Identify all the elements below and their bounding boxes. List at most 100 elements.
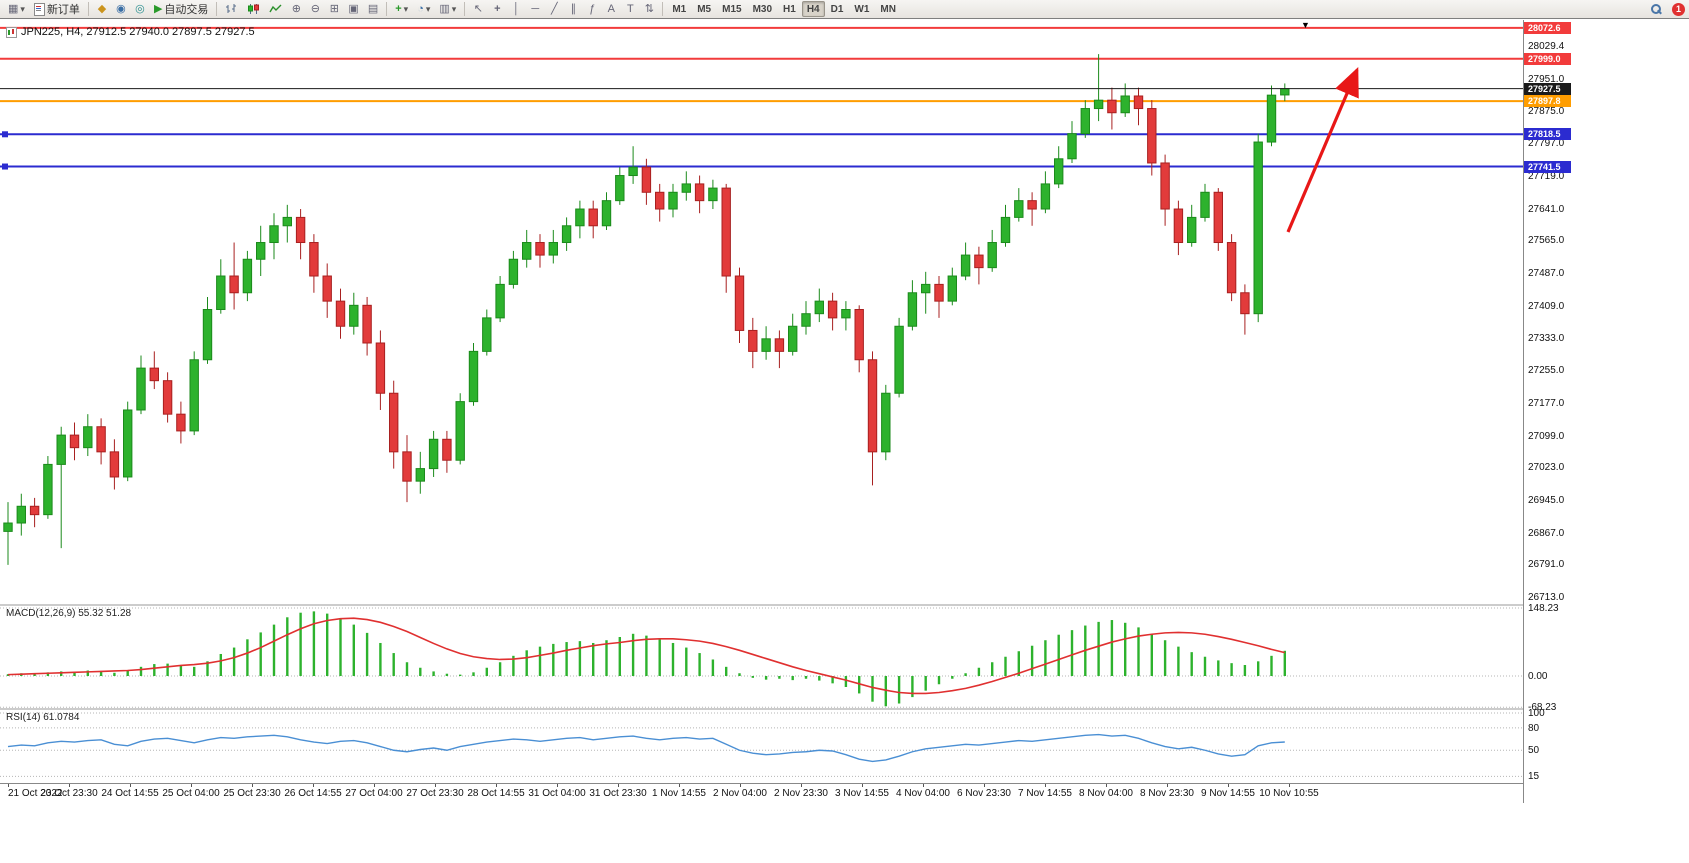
candle-bearish xyxy=(1160,162,1170,210)
time-tick xyxy=(1167,784,1168,787)
price-tick: 28029.4 xyxy=(1528,41,1565,52)
candle-bearish xyxy=(442,438,452,461)
time-axis[interactable]: 21 Oct 2022 23 Oct 23:30 24 Oct 14:55 25 Oc… xyxy=(0,783,1523,804)
terminal-button[interactable]: ◉ xyxy=(112,1,130,18)
cursor-tool-button[interactable]: ↖ xyxy=(469,1,487,18)
price-tick: 27641.0 xyxy=(1528,203,1565,215)
line-handle[interactable] xyxy=(2,131,8,138)
candle-bullish xyxy=(136,367,146,411)
candle-bullish xyxy=(256,242,266,260)
candle-bullish xyxy=(668,191,678,210)
time-label: 24 Oct 14:55 xyxy=(101,788,159,799)
timeframe-h4[interactable]: H4 xyxy=(801,1,825,17)
new-chart-button[interactable]: ▦ ▾ xyxy=(4,1,29,18)
candle-bullish xyxy=(83,426,93,449)
timeframe-m15[interactable]: M15 xyxy=(717,1,746,17)
strategy-tester-icon: ◎ xyxy=(135,2,145,15)
timeframe-m5[interactable]: M5 xyxy=(692,1,716,17)
candle-bullish xyxy=(482,317,492,352)
time-tick xyxy=(1106,784,1107,787)
new-order-button[interactable]: 新订单 xyxy=(30,1,84,18)
search-button[interactable] xyxy=(1646,1,1667,18)
vertical-line-tool-button[interactable]: │ xyxy=(507,1,525,18)
arrows-icon: ⇅ xyxy=(644,2,654,15)
candle-bearish xyxy=(229,275,239,294)
tile-windows-button[interactable]: ⊞ xyxy=(325,1,343,18)
time-label: 4 Nov 04:00 xyxy=(896,788,950,799)
timeframe-d1[interactable]: D1 xyxy=(826,1,849,17)
candle-bullish xyxy=(708,187,718,202)
candlestick-chart-button[interactable] xyxy=(243,1,264,18)
candle-bullish xyxy=(788,325,798,352)
candle-bearish xyxy=(1107,99,1117,114)
time-tick xyxy=(862,784,863,787)
periods-button[interactable]: ◔ ▾ xyxy=(413,1,434,18)
timeframe-m1[interactable]: M1 xyxy=(667,1,691,17)
price-tag-27927.5: 27927.5 xyxy=(1524,82,1571,95)
templates-button[interactable]: ▥ ▾ xyxy=(435,1,460,18)
time-tick xyxy=(69,784,70,787)
chart-plot[interactable] xyxy=(0,20,1523,783)
zoom-out-icon: ⊖ xyxy=(310,2,321,15)
candle-bearish xyxy=(774,338,785,352)
price-tag-27818.5: 27818.5 xyxy=(1524,128,1571,141)
chevron-down-icon: ▾ xyxy=(451,3,457,14)
channel-tool-button[interactable]: ∥ xyxy=(564,1,582,18)
zoom-out-button[interactable]: ⊖ xyxy=(306,1,324,18)
zoom-in-icon: ⊕ xyxy=(291,2,302,15)
timeframe-m30[interactable]: M30 xyxy=(748,1,777,17)
candle-bullish xyxy=(681,183,691,193)
bar-chart-button[interactable] xyxy=(221,1,242,18)
candle-bullish xyxy=(1266,94,1277,143)
candle-bullish xyxy=(189,359,199,432)
candle-bullish xyxy=(814,300,824,315)
candle-bullish xyxy=(1200,191,1210,218)
time-tick xyxy=(679,784,680,787)
price-tag-27999.0: 27999.0 xyxy=(1524,52,1571,65)
timeframe-h1[interactable]: H1 xyxy=(778,1,801,17)
strategy-tester-button[interactable]: ◎ xyxy=(131,1,149,18)
rsi-scale-label: 80 xyxy=(1528,722,1540,734)
indicators-plus-icon: + xyxy=(395,2,402,15)
trend-arrow[interactable] xyxy=(1286,67,1359,233)
horizontal-line-tool-button[interactable]: ─ xyxy=(526,1,544,18)
new-chart-icon: ▦ xyxy=(8,2,19,15)
line-handle[interactable] xyxy=(2,163,8,170)
price-axis[interactable]: 28029.4 27951.0 27875.0 27797.0 27719.0 27641… xyxy=(1523,20,1571,803)
tile-windows-icon: ⊞ xyxy=(329,2,340,15)
candle-bearish xyxy=(1213,191,1223,244)
candle-bearish xyxy=(974,254,984,269)
arrange-windows-icon: ▤ xyxy=(367,2,379,15)
toolbar-separator xyxy=(216,2,218,16)
cascade-windows-button[interactable]: ▣ xyxy=(344,1,362,18)
text-label-tool-button[interactable]: T xyxy=(621,1,639,18)
macd-indicator-label: MACD(12,26,9) 55.32 51.28 xyxy=(6,608,132,619)
fibonacci-tool-button[interactable]: ƒ xyxy=(583,1,601,18)
price-tick: 27099.0 xyxy=(1528,430,1565,442)
indicators-button[interactable]: + ▾ xyxy=(391,1,412,18)
chart-shift-marker-icon[interactable]: ▼ xyxy=(1301,20,1310,30)
new-order-icon xyxy=(33,2,45,16)
time-label: 9 Nov 14:55 xyxy=(1201,788,1255,799)
line-chart-button[interactable] xyxy=(265,1,286,18)
search-icon xyxy=(1650,3,1663,16)
arrange-windows-button[interactable]: ▤ xyxy=(364,1,382,18)
time-tick xyxy=(1289,784,1290,787)
timeframe-mn[interactable]: MN xyxy=(875,1,901,17)
time-label: 1 Nov 14:55 xyxy=(652,788,706,799)
metaeditor-button[interactable]: ◆ xyxy=(93,1,111,18)
timeframe-w1[interactable]: W1 xyxy=(849,1,874,17)
candle-bullish xyxy=(202,309,213,361)
arrows-tool-button[interactable]: ⇅ xyxy=(640,1,658,18)
time-tick xyxy=(618,784,619,787)
auto-trading-button[interactable]: ▶ 自动交易 xyxy=(150,1,212,18)
candle-bearish xyxy=(1226,242,1237,294)
text-tool-button[interactable]: A xyxy=(602,1,620,18)
candle-bullish xyxy=(548,242,558,256)
zoom-in-button[interactable]: ⊕ xyxy=(287,1,305,18)
trendline-tool-button[interactable]: ╱ xyxy=(545,1,563,18)
notifications-badge[interactable]: 1 xyxy=(1672,2,1685,16)
auto-trading-label: 自动交易 xyxy=(164,4,209,16)
crosshair-tool-button[interactable]: + xyxy=(488,1,506,18)
time-label: 8 Nov 23:30 xyxy=(1140,788,1194,799)
